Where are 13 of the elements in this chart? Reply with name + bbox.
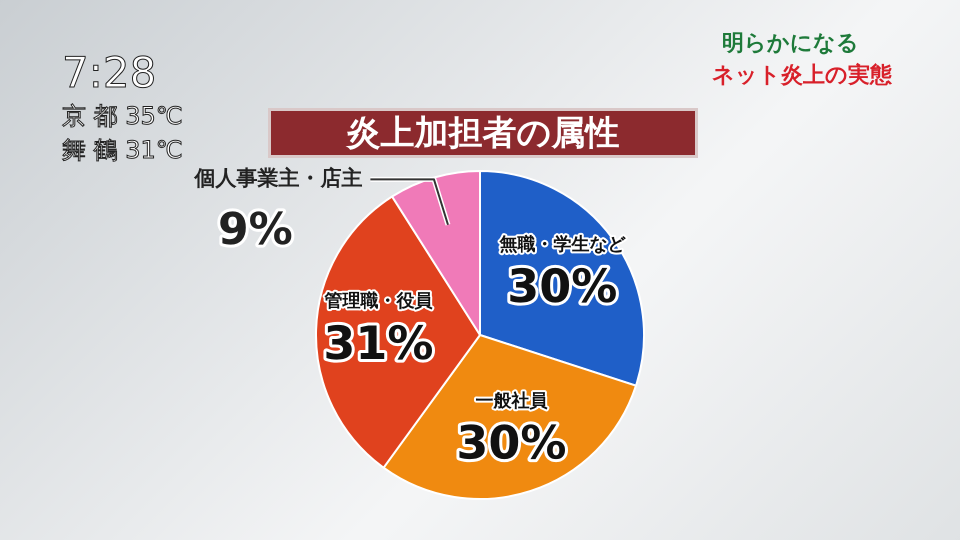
data-label: 9%	[218, 204, 293, 255]
slice-label: 管理職・役員	[323, 290, 434, 312]
data-label: 30%	[507, 259, 618, 314]
text: 舞 鶴 31℃	[62, 135, 183, 166]
text: ネット炎上の実態	[712, 62, 892, 90]
data-label: 30%	[456, 416, 566, 470]
slice-label: 個人事業主・店主	[193, 166, 362, 190]
slice-label: 一般社員	[475, 390, 548, 412]
text: 明らかになる	[722, 30, 859, 58]
data-label: 31%	[323, 316, 434, 370]
chart-title: 炎上加担者の属性	[268, 108, 698, 158]
text: 京 都 35℃	[62, 101, 183, 132]
text: 7:28	[62, 48, 156, 97]
